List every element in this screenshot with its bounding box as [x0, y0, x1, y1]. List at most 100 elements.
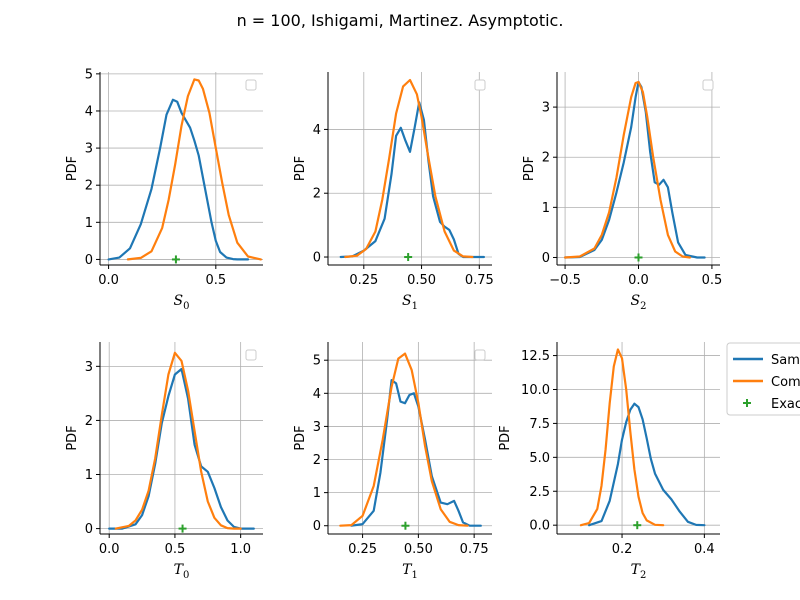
x-axis-label: S0: [174, 293, 190, 312]
x-axis-label-subscript: 0: [183, 570, 189, 581]
legend: Sam Com Exac: [726, 342, 800, 416]
x-tick-label: 0.50: [407, 273, 436, 288]
x-tick-label: 0.5: [165, 542, 186, 557]
y-tick-label: 3: [85, 142, 93, 157]
y-tick-label: 2: [85, 414, 93, 429]
sample-pdf-line: [350, 379, 482, 527]
y-tick-label: 0: [542, 251, 550, 266]
y-tick-label: 4: [313, 387, 321, 402]
y-tick-label: 1: [85, 216, 93, 231]
x-axis-label-symbol: T: [174, 562, 185, 578]
x-axis-label-symbol: S: [402, 293, 412, 309]
x-axis-label-subscript: 2: [640, 570, 646, 581]
exact-value-marker: [634, 253, 643, 262]
x-tick-label: 0.50: [404, 542, 433, 557]
y-tick-label: 4: [85, 104, 93, 119]
y-tick-label: 1: [85, 468, 93, 483]
empty-legend-box: [245, 79, 257, 91]
y-tick-label: 0: [85, 253, 93, 268]
exact-value-marker: [404, 253, 413, 262]
computed-pdf-line: [339, 352, 469, 527]
x-axis-label-subscript: 2: [640, 301, 646, 312]
y-tick-label: 5: [313, 354, 321, 369]
x-axis-label-subscript: 1: [412, 301, 418, 312]
y-tick-label: 5: [85, 67, 93, 82]
exact-value-marker: [178, 524, 187, 533]
y-tick-label: 0: [313, 519, 321, 534]
x-tick-label: 0.0: [99, 542, 120, 557]
y-tick-label: 1: [313, 486, 321, 501]
exact-value-marker: [633, 521, 642, 530]
sample-pdf-line: [339, 101, 485, 259]
computed-pdf-line: [564, 80, 691, 259]
exact-value-marker: [171, 255, 180, 264]
y-tick-label: 3: [542, 101, 550, 116]
empty-legend-box: [474, 79, 486, 91]
x-axis-label-subscript: 0: [183, 301, 189, 312]
y-tick-label: 12.5: [521, 349, 550, 364]
exact-value-marker: [401, 521, 410, 530]
x-tick-label: 0.5: [205, 273, 226, 288]
sample-pdf-line: [564, 80, 706, 259]
sample-pdf-line: [107, 98, 250, 261]
x-axis-label: T1: [402, 562, 418, 581]
computed-pdf-line: [344, 78, 474, 259]
subplot-2: 0.25 0.50 0.75 0 2 4 PDF S1: [293, 72, 494, 312]
y-axis-label: PDF: [498, 425, 513, 450]
computed-pdf-line: [126, 78, 262, 261]
y-tick-label: 4: [313, 123, 321, 138]
subplot-6: 0.2 0.4 0.0 2.5 5.0 7.5 10.0 12.5 PDF T2: [498, 342, 720, 581]
x-axis-label: T2: [631, 562, 647, 581]
x-tick-label: 0.5: [702, 273, 723, 288]
y-tick-label: 2.5: [529, 485, 550, 500]
x-tick-label: 0.75: [465, 273, 494, 288]
y-tick-label: 2: [313, 187, 321, 202]
y-tick-label: 7.5: [529, 417, 550, 432]
x-tick-label: −0.5: [549, 273, 581, 288]
x-tick-label: 0.25: [349, 273, 378, 288]
subplot-4: 0.0 0.5 1.0 0 1 2 3 PDF T0: [65, 342, 263, 581]
y-axis-label: PDF: [522, 156, 537, 181]
y-tick-label: 2: [542, 151, 550, 166]
empty-legend-box: [702, 79, 714, 91]
x-axis-label-symbol: T: [402, 562, 413, 578]
x-tick-label: 0.25: [348, 542, 377, 557]
x-tick-label: 0.0: [98, 273, 119, 288]
x-tick-label: 0.0: [628, 273, 649, 288]
x-axis-label-subscript: 1: [411, 570, 417, 581]
legend-sample-label: Sam: [771, 353, 800, 368]
sample-pdf-line: [108, 367, 255, 530]
y-tick-label: 1: [542, 201, 550, 216]
x-tick-label: 0.2: [612, 542, 633, 557]
y-tick-label: 2: [85, 179, 93, 194]
x-tick-label: 0.4: [694, 542, 715, 557]
y-tick-label: 0.0: [529, 519, 550, 534]
y-axis-label: PDF: [65, 156, 80, 181]
computed-pdf-line: [579, 348, 665, 527]
y-tick-label: 0: [313, 251, 321, 266]
y-axis-label: PDF: [65, 425, 80, 450]
y-tick-label: 3: [85, 360, 93, 375]
y-tick-label: 2: [313, 453, 321, 468]
x-axis-label: S2: [631, 293, 647, 312]
empty-legend-box: [245, 349, 257, 361]
x-axis-label-symbol: S: [631, 293, 641, 309]
legend-exact-label: Exac: [771, 397, 800, 412]
y-axis-label: PDF: [293, 156, 308, 181]
legend-exact-marker: [743, 399, 751, 407]
x-axis-label-symbol: T: [631, 562, 642, 578]
empty-legend-box: [474, 349, 486, 361]
x-tick-label: 0.75: [460, 542, 489, 557]
legend-frame: [726, 342, 800, 416]
x-axis-label: S1: [402, 293, 418, 312]
y-tick-label: 3: [313, 420, 321, 435]
subplot-1: 0.0 0.5 0 1 2 3 4 5 PDF S0: [65, 67, 263, 312]
x-axis-label: T0: [174, 562, 190, 581]
y-axis-label: PDF: [293, 425, 308, 450]
figure-title: n = 100, Ishigami, Martinez. Asymptotic.: [237, 11, 564, 30]
x-tick-label: 1.0: [230, 542, 251, 557]
legend-computed-label: Com: [771, 375, 800, 390]
